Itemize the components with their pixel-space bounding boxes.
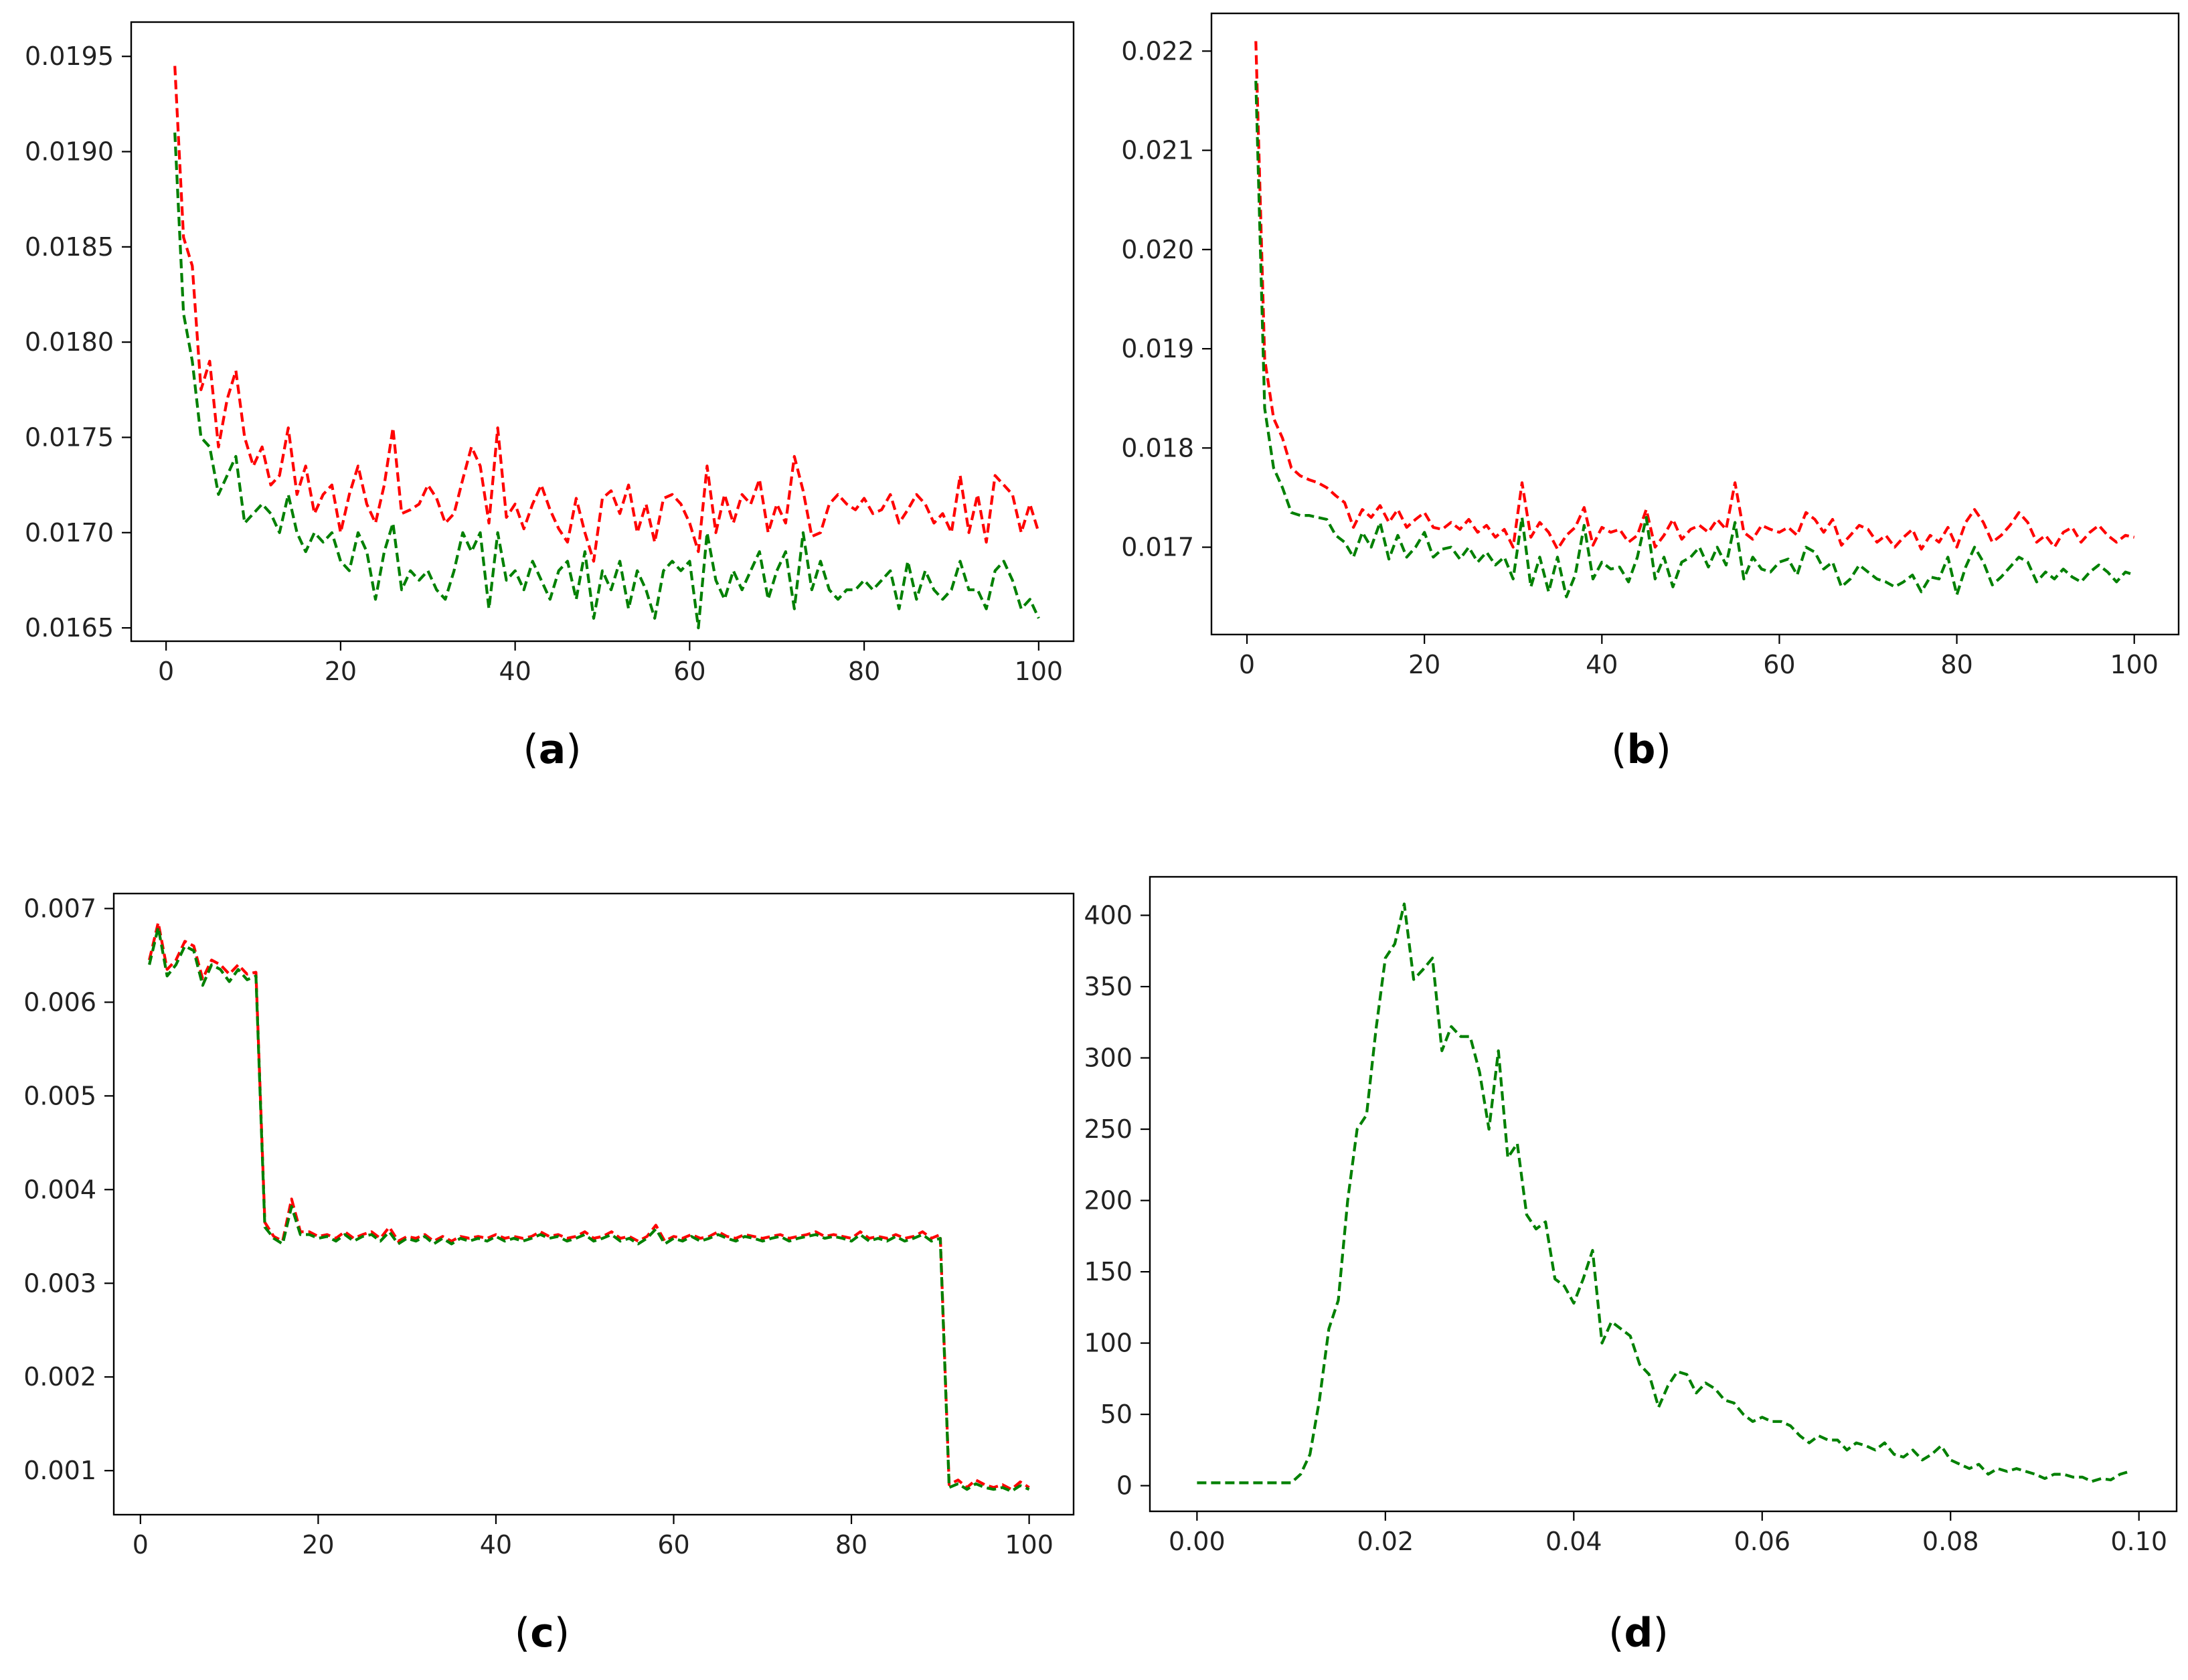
x-tick-label: 60 <box>1763 650 1795 679</box>
x-tick-label: 0.06 <box>1734 1527 1790 1556</box>
y-tick-label: 0.021 <box>1121 136 1194 165</box>
y-tick-label: 0.0185 <box>25 232 114 262</box>
panel-caption: (a) <box>523 726 581 773</box>
y-tick-label: 300 <box>1084 1043 1132 1073</box>
y-tick-label: 0.001 <box>23 1456 96 1485</box>
x-tick-label: 100 <box>1015 657 1064 686</box>
x-tick-label: 0 <box>1239 650 1255 679</box>
panel-caption: (d) <box>1608 1610 1669 1657</box>
series-green-line <box>148 926 1030 1493</box>
y-tick-label: 0.020 <box>1121 235 1194 264</box>
x-tick-label: 80 <box>1940 650 1972 679</box>
x-tick-label: 60 <box>673 657 705 686</box>
axes-frame <box>130 21 1075 643</box>
x-tick-label: 40 <box>480 1530 512 1560</box>
chart-panel-d: 0.00 0.02 0.04 0.06 0.08 0.10 0 50 100 150 200 250 3… <box>1084 875 2178 1657</box>
series-green-line <box>1254 80 2135 598</box>
y-tick-label: 150 <box>1084 1257 1132 1286</box>
y-tick-label: 50 <box>1100 1400 1132 1429</box>
x-tick-label: 60 <box>657 1530 689 1560</box>
axes-frame <box>1210 12 2180 636</box>
x-tick-label: 0.02 <box>1357 1527 1414 1556</box>
y-tick-label: 0.002 <box>23 1362 96 1392</box>
y-tick-label: 0 <box>1116 1471 1132 1501</box>
chart-panel-b: 0 20 40 60 80 100 0.017 0.018 0.019 0.020 0.021 0.0… <box>1121 12 2180 773</box>
axes-frame <box>1149 875 2178 1513</box>
x-tick-label: 20 <box>1408 650 1440 679</box>
y-tick-label: 0.018 <box>1121 433 1194 463</box>
series-red-line <box>148 921 1030 1491</box>
x-tick-label: 40 <box>1586 650 1618 679</box>
x-tick-label: 100 <box>1005 1530 1054 1560</box>
y-tick-label: 0.005 <box>23 1081 96 1110</box>
y-tick-label: 0.006 <box>23 987 96 1017</box>
x-tick-label: 0 <box>158 657 174 686</box>
x-tick-label: 80 <box>848 657 880 686</box>
y-tick-label: 0.0165 <box>25 613 114 643</box>
y-tick-label: 100 <box>1084 1329 1132 1358</box>
y-tick-label: 0.0180 <box>25 327 114 357</box>
x-tick-label: 0 <box>133 1530 149 1560</box>
y-tick-label: 0.017 <box>1121 533 1194 562</box>
x-tick-label: 100 <box>2110 650 2159 679</box>
y-tick-label: 0.0190 <box>25 137 114 167</box>
panel-caption: (c) <box>515 1610 570 1657</box>
chart-panel-a: 0 20 40 60 80 100 0.0165 0.0170 0.0175 0.0180 0.01… <box>25 21 1075 773</box>
y-tick-label: 250 <box>1084 1114 1132 1144</box>
y-tick-label: 0.007 <box>23 894 96 923</box>
y-tick-label: 0.0195 <box>25 41 114 71</box>
x-tick-label: 0.08 <box>1922 1527 1979 1556</box>
x-tick-label: 20 <box>325 657 357 686</box>
x-tick-label: 40 <box>499 657 531 686</box>
panel-caption: (b) <box>1611 726 1671 773</box>
y-tick-label: 0.004 <box>23 1175 96 1204</box>
x-tick-label: 0.10 <box>2110 1527 2167 1556</box>
x-tick-label: 80 <box>835 1530 867 1560</box>
y-tick-label: 200 <box>1084 1186 1132 1215</box>
y-tick-label: 0.022 <box>1121 36 1194 66</box>
series-red-line <box>1254 41 2135 551</box>
x-tick-label: 0.00 <box>1169 1527 1226 1556</box>
x-tick-label: 20 <box>302 1530 334 1560</box>
y-tick-label: 0.0175 <box>25 422 114 452</box>
series-red-line <box>173 66 1040 563</box>
y-tick-label: 0.003 <box>23 1268 96 1298</box>
series-green-line <box>173 132 1040 630</box>
axes-frame <box>112 892 1075 1516</box>
y-tick-label: 0.019 <box>1121 334 1194 363</box>
chart-panel-c: 0 20 40 60 80 100 0.001 0.002 0.003 0.004 0.005 0.0… <box>23 892 1075 1657</box>
y-tick-label: 0.0170 <box>25 518 114 548</box>
y-tick-label: 350 <box>1084 972 1132 1001</box>
x-tick-label: 0.04 <box>1545 1527 1602 1556</box>
y-tick-label: 400 <box>1084 901 1132 930</box>
series-green-line <box>1197 902 2130 1485</box>
